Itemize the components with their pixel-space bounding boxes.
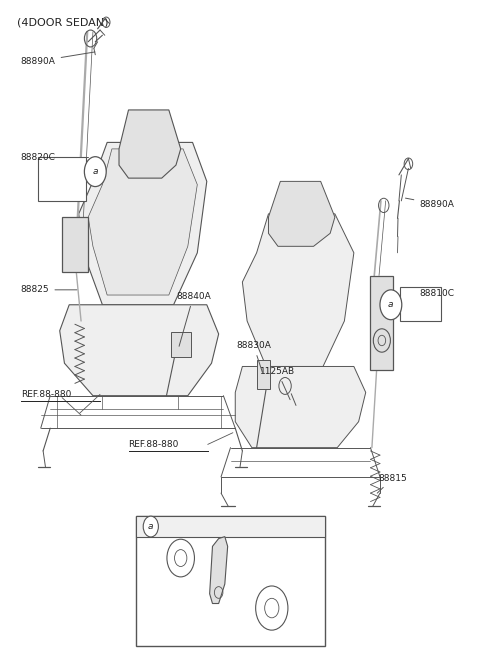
Text: 88815: 88815 [377, 474, 408, 493]
Text: REF.88-880: REF.88-880 [129, 440, 179, 449]
Text: (4DOOR SEDAN): (4DOOR SEDAN) [17, 18, 108, 28]
Bar [136, 516, 325, 646]
Polygon shape [79, 142, 207, 305]
Text: 88877: 88877 [251, 596, 279, 605]
Polygon shape [210, 536, 228, 603]
Polygon shape [235, 366, 366, 447]
Text: a: a [388, 300, 394, 309]
Text: 88890A: 88890A [406, 198, 454, 208]
Text: 88820C: 88820C [21, 153, 56, 162]
Text: 1125AB: 1125AB [260, 367, 295, 400]
Bar [38, 157, 86, 201]
Circle shape [84, 157, 106, 187]
Bar [171, 332, 191, 357]
Circle shape [143, 516, 158, 537]
Polygon shape [119, 110, 180, 178]
Text: 88825: 88825 [21, 286, 77, 294]
Circle shape [380, 290, 402, 320]
Bar [136, 516, 325, 537]
Polygon shape [242, 214, 354, 366]
Text: 88878: 88878 [150, 545, 179, 554]
Text: 88840A: 88840A [176, 292, 211, 346]
Polygon shape [60, 305, 219, 396]
Text: 88810C: 88810C [420, 290, 455, 298]
Text: a: a [93, 167, 98, 176]
Polygon shape [88, 149, 197, 295]
Bar [400, 288, 441, 321]
Text: a: a [148, 522, 154, 531]
Bar [62, 217, 88, 272]
Bar [371, 276, 393, 369]
Text: 88890A: 88890A [21, 52, 95, 66]
Text: REF.88-880: REF.88-880 [21, 390, 71, 399]
Text: 88830A: 88830A [236, 341, 271, 372]
Polygon shape [268, 181, 335, 246]
Bar [257, 360, 270, 389]
